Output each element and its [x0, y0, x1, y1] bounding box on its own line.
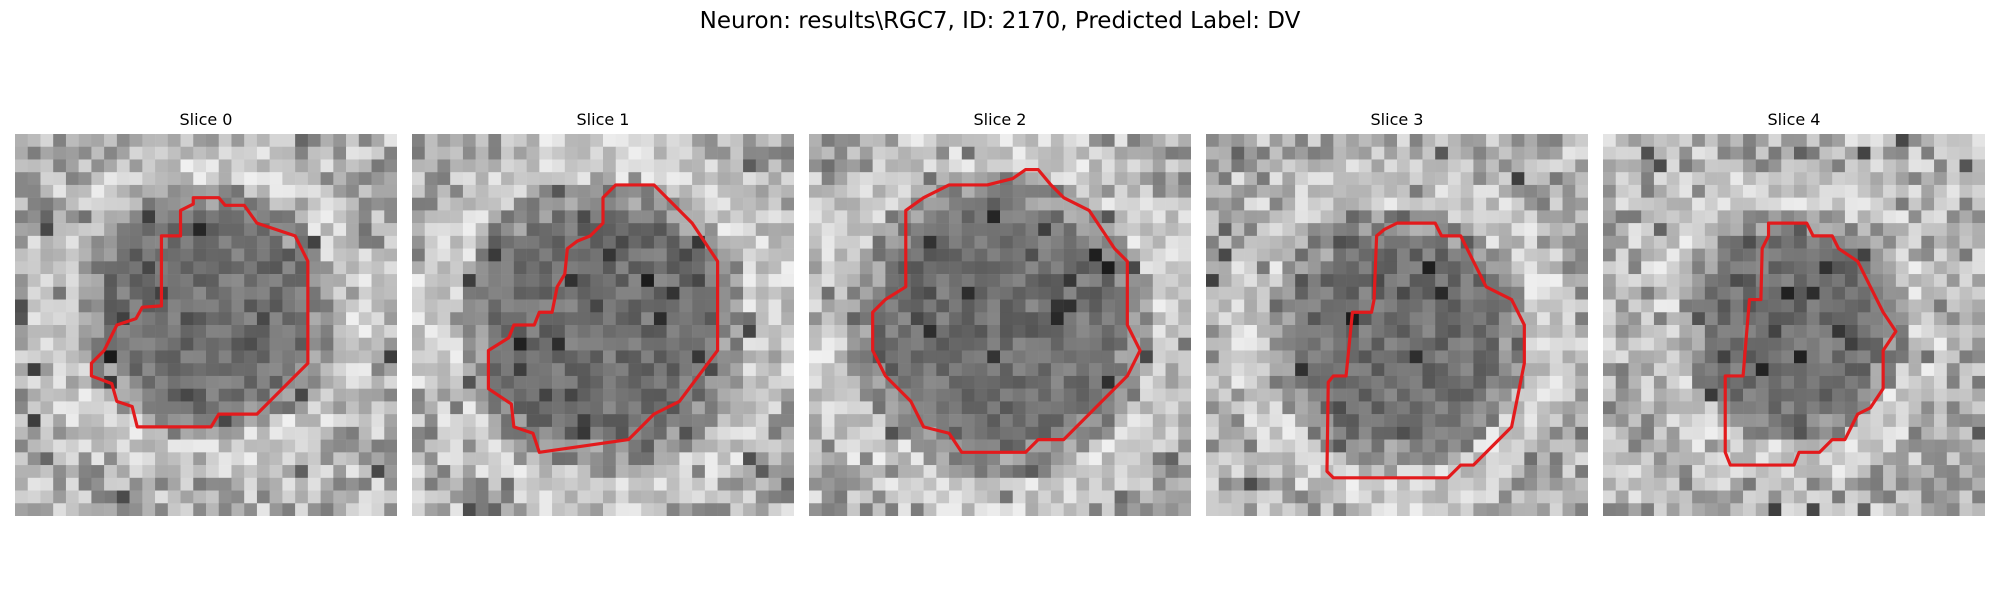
slice-image — [809, 134, 1191, 516]
roi-contour — [89, 196, 310, 429]
slice-panel-2: Slice 2 — [809, 108, 1191, 516]
pixel-grid — [15, 134, 397, 516]
slice-panel-0: Slice 0 — [15, 108, 397, 516]
slice-title: Slice 4 — [1767, 110, 1821, 129]
slice-title: Slice 3 — [1370, 110, 1424, 129]
pixel-grid — [1206, 134, 1588, 516]
roi-contour — [1723, 221, 1898, 467]
pixel-grid — [1603, 134, 1985, 516]
figure-title: Neuron: results\RGC7, ID: 2170, Predicte… — [699, 8, 1301, 34]
slice-image — [15, 134, 397, 516]
roi-contour — [871, 168, 1142, 454]
pixel-grid — [412, 134, 794, 516]
slice-image — [1206, 134, 1588, 516]
slice-panel-1: Slice 1 — [412, 108, 794, 516]
slice-title: Slice 0 — [179, 110, 233, 129]
slice-image — [412, 134, 794, 516]
pixel-grid — [809, 134, 1191, 516]
slice-title: Slice 1 — [576, 110, 630, 129]
slice-image — [1603, 134, 1985, 516]
roi-contour — [1325, 221, 1526, 480]
slice-title: Slice 2 — [973, 110, 1027, 129]
slice-panel-3: Slice 3 — [1206, 108, 1588, 516]
slice-panel-4: Slice 4 — [1603, 108, 1985, 516]
roi-contour — [486, 183, 720, 454]
